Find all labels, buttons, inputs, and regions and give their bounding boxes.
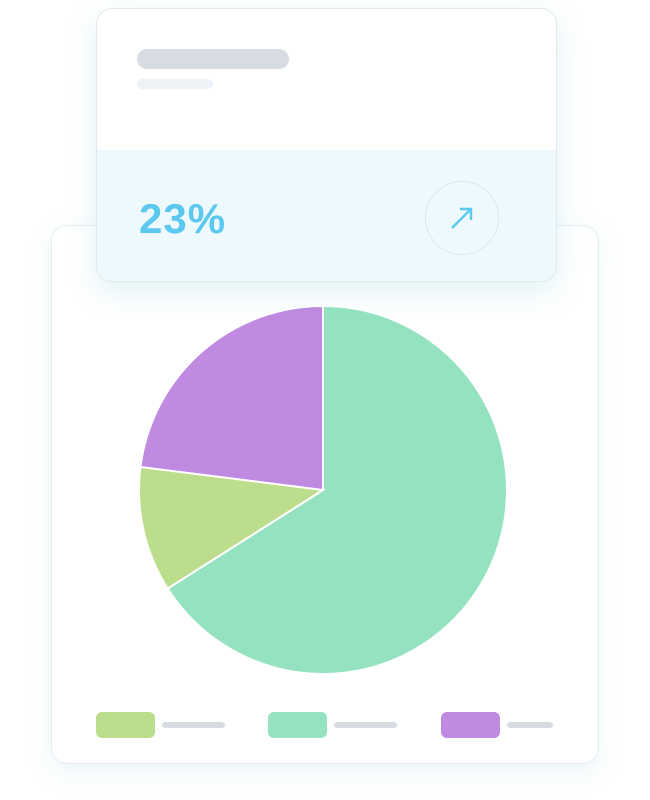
pie-slice-2: [138, 465, 326, 590]
legend-swatch: [268, 712, 327, 738]
legend-label-placeholder: [507, 722, 553, 728]
stat-value: 23%: [139, 195, 227, 242]
trend-button[interactable]: [425, 181, 499, 255]
legend-swatch: [96, 712, 155, 738]
title-placeholder: [137, 49, 289, 69]
legend-item-3: [441, 712, 553, 738]
pie-slice-1: [166, 304, 508, 675]
legend-label-placeholder: [334, 722, 397, 728]
legend-item-2: [268, 712, 397, 738]
stat-band: 23%: [97, 150, 556, 281]
legend-swatch: [441, 712, 500, 738]
stat-card: 23%: [96, 8, 557, 282]
pie-slice-3: [139, 304, 324, 492]
legend-label-placeholder: [162, 722, 225, 728]
legend-item-1: [96, 712, 225, 738]
arrow-up-right-icon: [451, 207, 473, 229]
subtitle-placeholder: [137, 79, 213, 89]
